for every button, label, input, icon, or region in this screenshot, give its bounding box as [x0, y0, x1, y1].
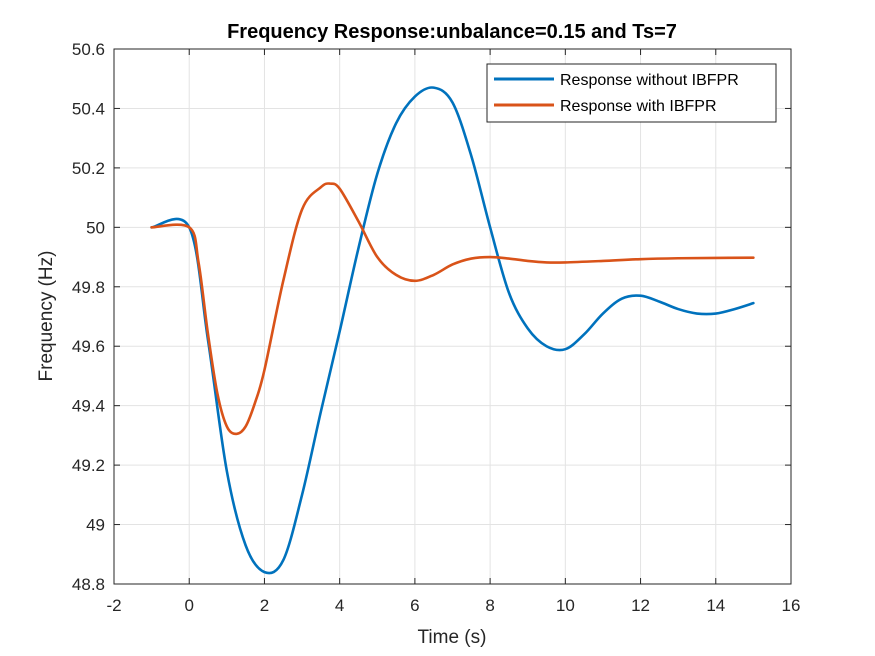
- y-axis-label: Frequency (Hz): [36, 251, 57, 382]
- plot-area: [114, 49, 791, 584]
- x-tick-label: 8: [485, 596, 494, 615]
- y-tick-label: 50.4: [72, 99, 105, 118]
- x-tick-label: -2: [106, 596, 121, 615]
- y-tick-label: 48.8: [72, 575, 105, 594]
- y-tick-label: 49: [86, 516, 105, 535]
- x-tick-label: 10: [556, 596, 575, 615]
- chart-title: Frequency Response:unbalance=0.15 and Ts…: [227, 21, 677, 43]
- x-tick-label: 16: [782, 596, 801, 615]
- y-tick-label: 49.4: [72, 397, 105, 416]
- y-tick-label: 49.8: [72, 278, 105, 297]
- x-tick-label: 4: [335, 596, 344, 615]
- x-tick-label: 12: [631, 596, 650, 615]
- x-tick-label: 0: [184, 596, 193, 615]
- y-tick-label: 50.6: [72, 40, 105, 59]
- series-line-with-ibfpr: [150, 182, 755, 436]
- y-tick-label: 49.6: [72, 337, 105, 356]
- x-tick-label: 14: [706, 596, 725, 615]
- legend-box: [486, 63, 777, 123]
- x-tick-label: 6: [410, 596, 419, 615]
- x-tick-label: 2: [260, 596, 269, 615]
- legend: Response without IBFPR Response with IBF…: [486, 63, 777, 123]
- legend-label-with-ibfpr: Response with IBFPR: [560, 98, 717, 115]
- y-tick-label: 49.2: [72, 456, 105, 475]
- legend-label-without-ibfpr: Response without IBFPR: [560, 72, 739, 89]
- y-tick-label: 50.2: [72, 159, 105, 178]
- series-lines: [150, 86, 755, 575]
- series-line-without-ibfpr: [150, 86, 755, 575]
- y-tick-label: 50: [86, 218, 105, 237]
- plot-frame: [113, 48, 792, 585]
- axis-ticks: -2 0 2 4 6 8 10 12 14 16 48.8 49 49.2 49.4 49.6 49.8 50 5…: [72, 40, 801, 615]
- x-axis-label: Time (s): [418, 627, 487, 648]
